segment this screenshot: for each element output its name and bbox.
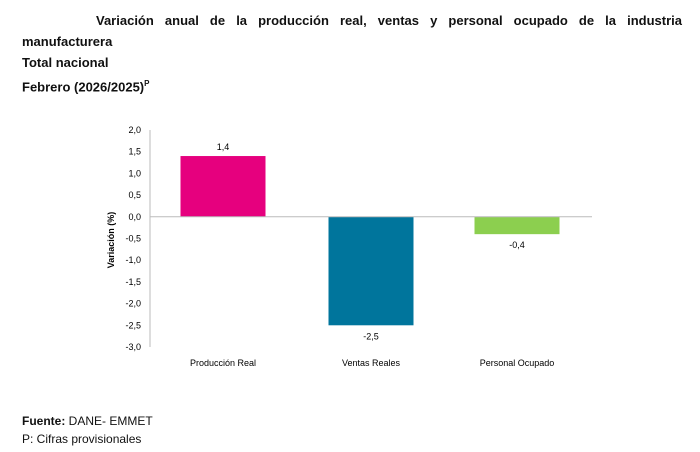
y-tick-label: -0,5 xyxy=(125,234,141,244)
period-sup: P xyxy=(144,79,150,88)
subtitle: Total nacional xyxy=(22,55,109,70)
y-tick-label: 1,0 xyxy=(128,168,141,178)
y-tick-label: 2,0 xyxy=(128,125,141,135)
title-line-1: Variación anual de la producción real, v… xyxy=(96,13,682,28)
y-axis-label: Variación (%) xyxy=(106,212,116,269)
y-tick-label: -1,0 xyxy=(125,255,141,265)
source-text: DANE- EMMET xyxy=(65,414,153,428)
period: Febrero (2026/2025)P xyxy=(22,73,682,97)
chart-title: Variación anual de la producción real, v… xyxy=(22,10,682,97)
y-tick-label: -2,5 xyxy=(125,320,141,330)
source-label: Fuente: xyxy=(22,414,66,428)
y-tick-label: 0,0 xyxy=(128,212,141,222)
period-text: Febrero (2026/2025) xyxy=(22,79,145,95)
note: P: Cifras provisionales xyxy=(22,432,142,446)
bar-2 xyxy=(474,216,560,235)
y-tick-label: -3,0 xyxy=(125,342,141,352)
source: Fuente: DANE- EMMET xyxy=(22,412,153,430)
y-tick-label: -1,5 xyxy=(125,277,141,287)
data-label: 1,4 xyxy=(217,142,230,152)
title-line-2: manufacturera xyxy=(22,34,113,49)
footer: Fuente: DANE- EMMET P: Cifras provisiona… xyxy=(22,412,153,448)
bar-1 xyxy=(328,216,414,326)
y-tick-label: 1,5 xyxy=(128,147,141,157)
x-tick-label: Producción Real xyxy=(190,358,256,368)
x-tick-label: Personal Ocupado xyxy=(480,358,555,368)
y-tick-label: 0,5 xyxy=(128,190,141,200)
data-label: -0,4 xyxy=(509,240,525,250)
y-tick-label: -2,0 xyxy=(125,299,141,309)
data-label: -2,5 xyxy=(363,331,379,341)
bar-0 xyxy=(180,156,266,217)
x-tick-label: Ventas Reales xyxy=(342,358,401,368)
